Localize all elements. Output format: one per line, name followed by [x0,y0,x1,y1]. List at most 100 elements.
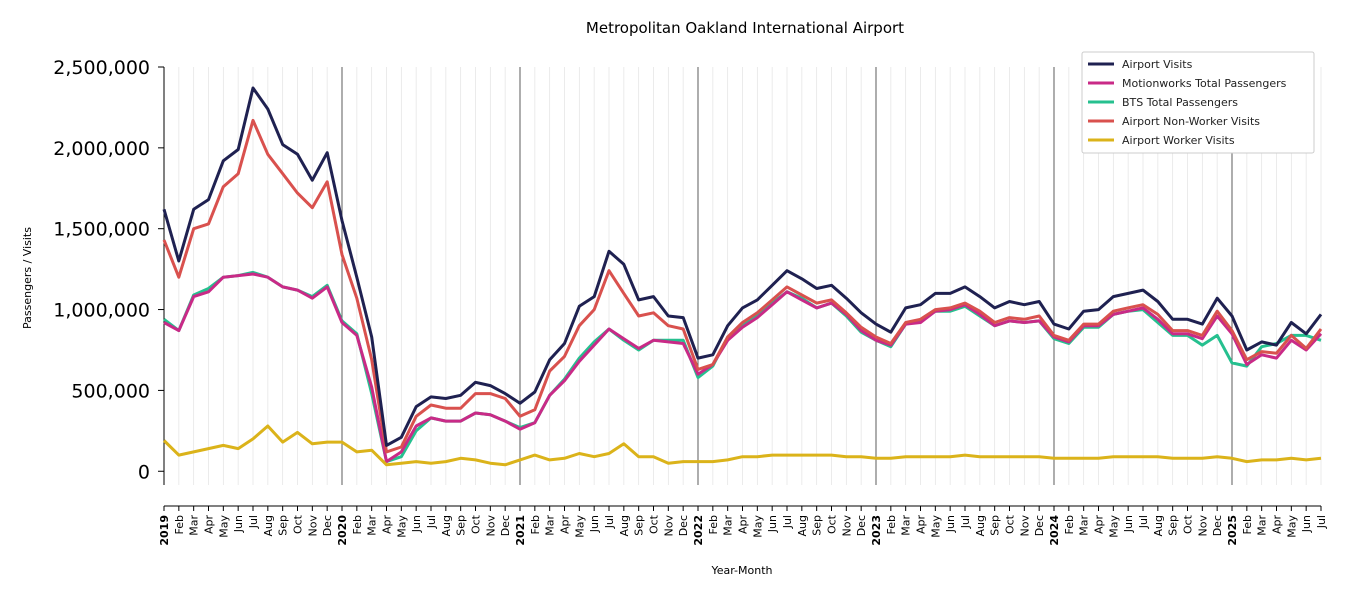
y-axis-label: Passengers / Visits [21,227,34,329]
x-tick-year-label: 2025 [1226,515,1239,546]
x-tick-month-label: Mar [366,515,379,536]
x-tick-month-label: Feb [707,515,720,534]
x-tick-month-label: Sep [811,515,824,536]
x-tick-month-label: Nov [1196,515,1209,537]
x-tick-month-label: May [395,515,408,538]
x-tick-month-label: Dec [1211,515,1224,536]
x-tick-year-label: 2022 [692,515,705,546]
x-tick-month-label: Feb [885,515,898,534]
x-tick-month-label: Sep [277,515,290,536]
x-tick-month-label: Jul [1137,515,1150,529]
x-tick-month-label: Feb [351,515,364,534]
x-tick-month-label: Oct [648,514,661,534]
x-tick-year-label: 2024 [1048,515,1061,546]
y-tick-label: 0 [138,461,150,483]
x-tick-month-label: Aug [262,515,275,536]
x-tick-month-label: Sep [455,515,468,536]
chart-title: Metropolitan Oakland International Airpo… [586,19,904,37]
x-tick-month-label: Nov [306,515,319,537]
x-tick-month-label: Jun [766,515,779,533]
x-tick-month-label: Dec [1033,515,1046,536]
y-tick-label: 1,500,000 [53,219,150,241]
x-tick-month-label: Jun [410,515,423,533]
x-tick-month-label: Nov [1018,515,1031,537]
x-tick-month-label: Apr [203,515,216,535]
x-tick-month-label: Dec [321,515,334,536]
x-tick-month-label: Aug [796,515,809,536]
x-tick-month-label: Sep [1167,515,1180,536]
x-axis-label: Year-Month [710,564,772,577]
x-tick-month-label: Dec [855,515,868,536]
x-tick-month-label: Jun [1300,515,1313,533]
x-tick-month-label: Jul [959,515,972,529]
legend-label: Airport Worker Visits [1122,134,1235,147]
x-tick-month-label: Oct [292,514,305,534]
x-tick-month-label: May [751,515,764,538]
legend-label: Motionworks Total Passengers [1122,77,1287,90]
series-line-airport-non-worker-visits [162,118,1323,454]
x-tick-month-label: Dec [499,515,512,536]
legend-box [1081,51,1315,154]
y-tick-label: 1,000,000 [53,300,150,322]
y-tick-label: 500,000 [71,380,150,402]
x-tick-month-label: Jul [247,515,260,529]
x-tick-month-label: Apr [1093,515,1106,535]
x-tick-month-label: Oct [826,514,839,534]
legend-label: Airport Visits [1122,58,1193,71]
y-tick-label: 2,000,000 [53,138,150,160]
x-tick-month-label: Nov [840,515,853,537]
x-tick-month-label: Mar [900,515,913,536]
legend: Airport Visits Motionworks Total Passenge… [1081,51,1315,154]
x-tick-month-label: Dec [677,515,690,536]
x-tick-month-label: Aug [618,515,631,536]
x-tick-month-label: Mar [544,515,557,536]
x-tick-month-label: Mar [1078,515,1091,536]
x-tick-year-label: 2021 [514,515,527,546]
x-tick-month-label: Jun [232,515,245,533]
x-axis: 2019 Feb Mar Apr May Jun Jul Aug Sep Oct Nov Dec 202… [158,505,1328,546]
x-tick-month-label: Mar [188,515,201,536]
y-tick-label: 2,500,000 [53,57,150,79]
x-tick-month-label: Apr [381,515,394,535]
x-tick-month-label: Jul [425,515,438,529]
x-tick-year-label: 2019 [158,515,171,546]
x-tick-month-label: May [573,515,586,538]
x-tick-month-label: Jun [944,515,957,533]
x-tick-month-label: Jul [1315,515,1328,529]
x-tick-month-label: Sep [633,515,646,536]
x-tick-month-label: May [929,515,942,538]
x-tick-month-label: Apr [559,515,572,535]
x-tick-month-label: May [217,515,230,538]
x-tick-month-label: Jul [603,515,616,529]
series-line-airport-worker-visits [162,424,1322,467]
x-tick-month-label: Feb [1063,515,1076,534]
x-tick-month-label: Feb [1241,515,1254,534]
x-tick-month-label: Jun [1122,515,1135,533]
x-tick-month-label: Feb [173,515,186,534]
series-line-airport-visits [162,86,1323,447]
x-tick-month-label: Oct [470,514,483,534]
x-tick-month-label: Aug [1152,515,1165,536]
x-tick-month-label: Sep [989,515,1002,536]
x-tick-year-label: 2020 [336,515,349,546]
x-tick-month-label: Apr [915,515,928,535]
x-tick-month-label: Aug [440,515,453,536]
x-tick-month-label: Feb [529,515,542,534]
x-tick-month-label: Jun [588,515,601,533]
y-axis: 0 500,000 1,000,000 1,500,000 2,000,000 2,500… [53,57,165,485]
x-tick-month-label: Oct [1004,514,1017,534]
x-tick-month-label: Nov [662,515,675,537]
series-lines [162,86,1323,467]
x-tick-month-label: Mar [722,515,735,536]
x-tick-year-label: 2023 [870,515,883,546]
x-tick-month-label: Apr [737,515,750,535]
series-line-motionworks-total-passengers [163,272,1323,464]
x-tick-month-label: Mar [1256,515,1269,536]
x-tick-month-label: Oct [1182,514,1195,534]
x-tick-month-label: Nov [484,515,497,537]
legend-label: BTS Total Passengers [1122,96,1238,109]
x-tick-month-label: May [1285,515,1298,538]
x-tick-month-label: May [1107,515,1120,538]
x-tick-month-label: Apr [1271,515,1284,535]
